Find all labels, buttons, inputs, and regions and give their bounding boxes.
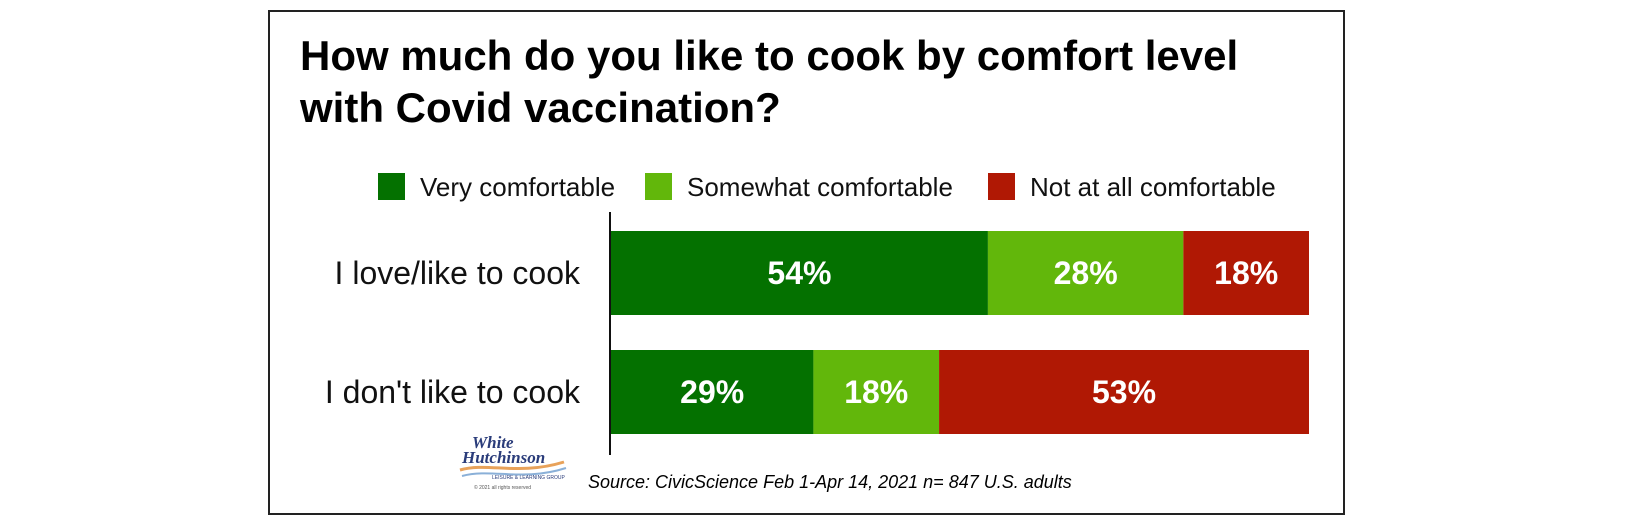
legend: Very comfortable Somewhat comfortable Not … <box>378 172 1276 202</box>
bar-value-label-1-1: 18% <box>844 374 908 410</box>
bar-value-label-0-1: 28% <box>1054 255 1118 291</box>
legend-swatch-0 <box>378 173 405 200</box>
legend-label-0: Very comfortable <box>420 172 615 202</box>
category-labels: I love/like to cook I don't like to cook <box>325 255 581 410</box>
logo-line1: White <box>472 433 514 452</box>
bar-1-1 <box>813 350 940 434</box>
bar-0-1 <box>987 231 1184 315</box>
category-label-0: I love/like to cook <box>335 255 581 291</box>
source-note: Source: CivicScience Feb 1-Apr 14, 2021 … <box>588 472 1072 492</box>
bar-value-label-1-2: 53% <box>1092 374 1156 410</box>
bar-value-label-0-0: 54% <box>767 255 831 291</box>
bar-1-0 <box>611 350 814 434</box>
bar-0-0 <box>611 231 988 315</box>
legend-label-2: Not at all comfortable <box>1030 172 1276 202</box>
chart-title: How much do you like to cook by comfort … <box>300 32 1239 131</box>
logo-tagline: LEISURE & LEARNING GROUP <box>492 475 565 481</box>
bar-1-2 <box>939 350 1309 434</box>
category-label-1: I don't like to cook <box>325 374 581 410</box>
logo-line2: Hutchinson <box>461 448 545 467</box>
bar-value-label-1-0: 29% <box>680 374 744 410</box>
legend-swatch-1 <box>645 173 672 200</box>
bar-0-2 <box>1183 231 1309 315</box>
white-hutchinson-logo: White Hutchinson LEISURE & LEARNING GROU… <box>459 433 567 491</box>
bar-value-label-0-2: 18% <box>1214 255 1278 291</box>
logo-copyright: © 2021 all rights reserved <box>474 484 531 491</box>
bars-group: 54% 28% 18% 29% 18% 53% <box>611 231 1309 434</box>
legend-swatch-2 <box>988 173 1015 200</box>
legend-label-1: Somewhat comfortable <box>687 172 953 202</box>
